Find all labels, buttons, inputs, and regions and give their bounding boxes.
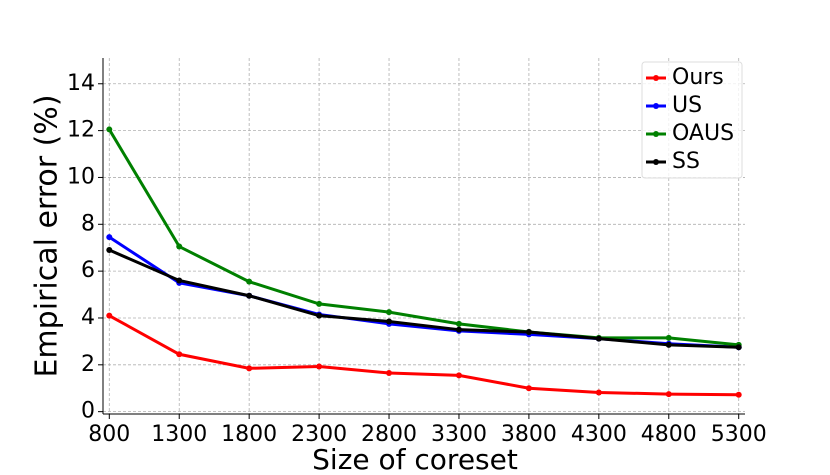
point [246,278,253,285]
legend-box [641,61,743,179]
point [595,335,602,342]
point [455,320,462,327]
point [246,365,253,372]
point [455,326,462,333]
point [525,385,532,392]
point [386,309,393,316]
point [176,351,183,358]
point [525,329,532,336]
point [106,247,113,254]
point [106,312,113,319]
point [176,243,183,250]
point [665,391,672,398]
point [176,277,183,284]
point [106,126,113,133]
x-tick-label: 1800 [221,422,277,447]
point [455,372,462,379]
point [386,318,393,325]
y-axis-label: Empirical error (%) [30,94,65,377]
x-tick-label: 4300 [571,422,627,447]
legend-marker [653,131,659,137]
point [106,234,113,241]
point [316,312,323,319]
y-tick-label: 4 [81,305,95,330]
point [595,389,602,396]
legend-label: SS [672,149,700,174]
x-tick-label: 1300 [151,422,207,447]
x-tick-label: 4800 [641,422,697,447]
y-tick-label: 6 [81,258,95,283]
legend-marker [653,159,659,165]
series-line [108,248,739,349]
legend-label: US [672,93,702,118]
x-tick-label: 800 [88,422,130,447]
legend-marker [653,103,659,109]
point [735,344,742,351]
y-tick-label: 10 [67,164,95,189]
legend-label: OAUS [672,121,734,146]
y-tick-label: 8 [81,211,95,236]
y-tick-label: 14 [67,71,95,96]
y-tick-label: 2 [81,352,95,377]
y-tick-label: 0 [81,399,95,424]
point [386,370,393,377]
x-tick-label: 3300 [431,422,487,447]
x-tick-label: 3800 [501,422,557,447]
point [316,300,323,307]
point [246,292,253,299]
x-tick-label: 2300 [291,422,347,447]
legend-marker [653,75,659,81]
point [316,363,323,370]
y-tick-label: 12 [67,118,95,143]
point [735,391,742,398]
series-line [108,314,739,397]
legend-label: Ours [672,65,724,90]
point [665,334,672,341]
x-tick-label: 2800 [361,422,417,447]
series-line [108,128,739,347]
series-line [108,235,739,349]
x-axis-label: Size of coreset [312,443,518,475]
x-tick-label: 5300 [711,422,767,447]
point [665,341,672,348]
